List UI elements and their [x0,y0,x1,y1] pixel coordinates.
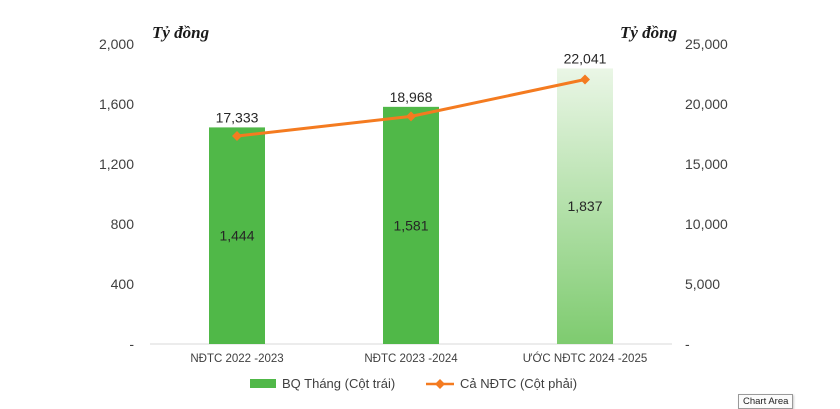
bar-series [209,68,613,345]
line-series [232,74,590,142]
line-value-label: 17,333 [216,109,259,125]
left-tick-label: 400 [111,276,135,292]
right-axis-unit: Tỷ đồng [620,23,678,42]
line-marker [580,74,590,85]
legend-swatch-bar [250,379,276,388]
line-data-labels: 17,333 18,968 22,041 [216,50,607,125]
right-tick-label: 10,000 [685,216,728,232]
bar-value-label: 1,581 [393,217,428,233]
legend-label-line: Cả NĐTC (Cột phải) [460,376,577,391]
bar [383,106,439,344]
right-tick-label: 20,000 [685,96,728,112]
bar [209,127,265,345]
right-tick-label: 15,000 [685,156,728,172]
category-label: NĐTC 2023 -2024 [364,353,458,365]
left-axis: - 400 800 1,200 1,600 2,000 [99,36,134,352]
left-tick-label: 1,200 [99,156,134,172]
legend-swatch-marker [435,379,445,389]
left-tick-label: - [129,336,134,352]
bar-value-label: 1,837 [567,198,602,214]
right-tick-label: 25,000 [685,36,728,52]
left-axis-unit: Tỷ đồng [152,23,210,42]
category-label: ƯỚC NĐTC 2024 -2025 [523,352,648,365]
right-tick-label: - [685,336,690,352]
line-marker [406,111,416,122]
right-tick-label: 5,000 [685,276,720,292]
bar-data-labels: 1,444 1,581 1,837 [219,198,602,243]
bar-value-label: 1,444 [219,228,254,244]
left-tick-label: 800 [111,216,135,232]
chart-area-tooltip: Chart Area [738,394,794,409]
left-tick-label: 1,600 [99,96,134,112]
bar [557,68,613,344]
right-axis: - 5,000 10,000 15,000 20,000 25,000 [685,36,728,352]
legend: BQ Tháng (Cột trái) Cả NĐTC (Cột phải) [250,376,577,391]
category-axis-labels: NĐTC 2022 -2023 NĐTC 2023 -2024 ƯỚC NĐTC 2… [190,352,647,365]
legend-label-bar: BQ Tháng (Cột trái) [282,376,395,391]
category-label: NĐTC 2022 -2023 [190,353,283,365]
line-value-label: 18,968 [390,89,433,105]
left-tick-label: 2,000 [99,36,134,52]
line-value-label: 22,041 [564,50,607,66]
line-marker [232,131,242,142]
